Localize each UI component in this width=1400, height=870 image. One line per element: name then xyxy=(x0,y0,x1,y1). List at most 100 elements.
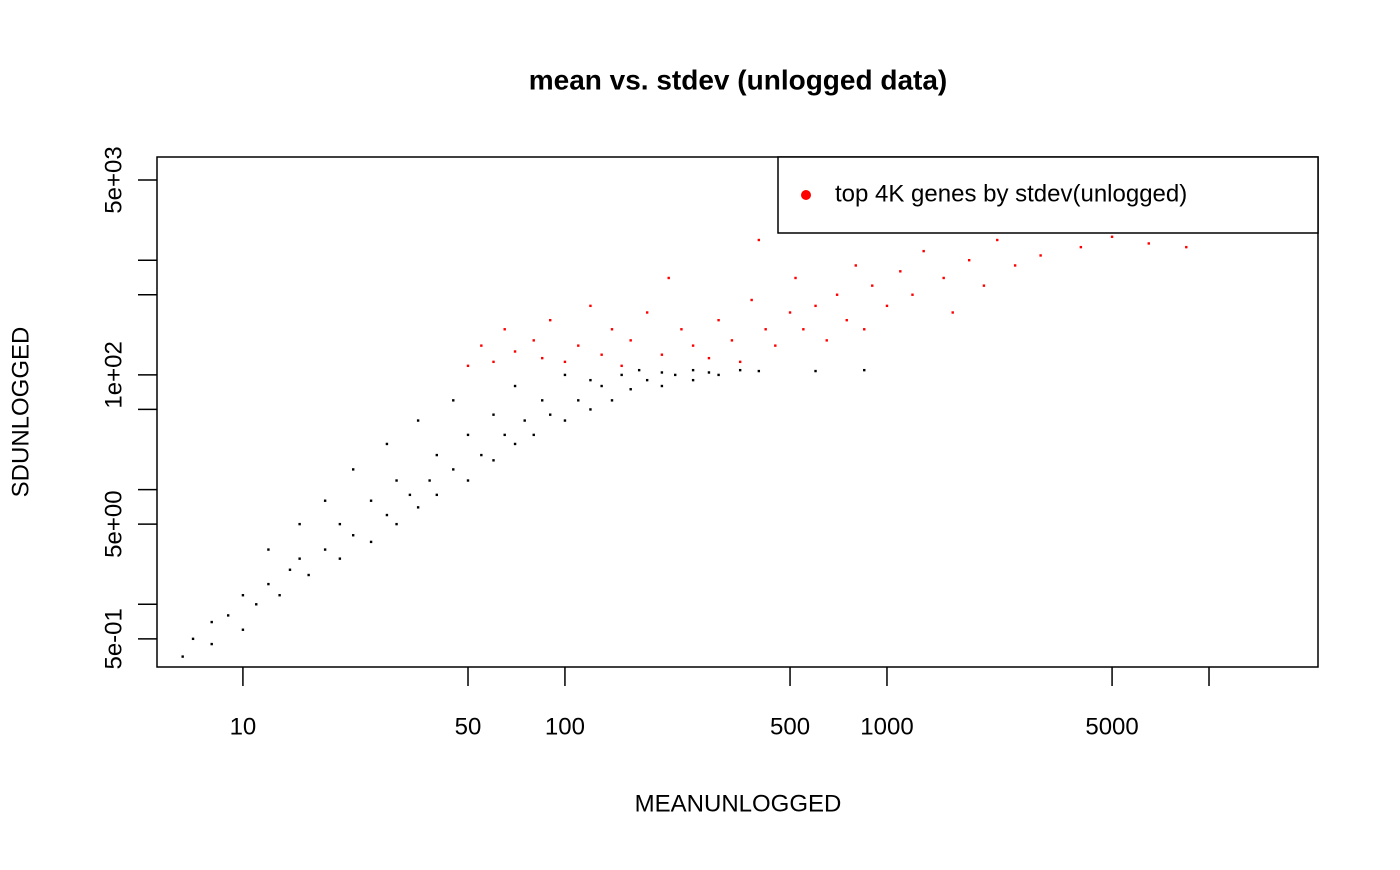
point xyxy=(600,353,603,356)
point xyxy=(351,534,355,537)
point xyxy=(738,368,742,372)
point xyxy=(267,548,270,551)
point xyxy=(385,442,389,446)
point xyxy=(503,433,506,437)
point xyxy=(589,304,592,308)
point xyxy=(814,304,817,308)
x-tick-label: 5000 xyxy=(1085,713,1138,740)
point xyxy=(288,568,292,571)
point xyxy=(674,373,677,377)
point xyxy=(717,373,720,377)
point xyxy=(854,264,857,267)
legend-marker xyxy=(801,190,811,200)
point xyxy=(210,642,213,646)
point xyxy=(408,493,412,497)
point xyxy=(600,384,603,388)
point xyxy=(764,328,767,331)
point xyxy=(794,276,797,280)
point xyxy=(307,573,310,577)
point xyxy=(802,328,805,331)
point xyxy=(480,344,483,347)
point xyxy=(563,419,567,422)
point xyxy=(951,311,954,314)
point xyxy=(911,293,914,296)
point xyxy=(814,369,817,373)
point xyxy=(885,304,889,308)
point xyxy=(637,368,641,372)
point xyxy=(480,453,483,457)
y-tick-label: 5e-01 xyxy=(100,608,127,669)
point xyxy=(691,344,695,347)
point xyxy=(532,339,535,342)
point xyxy=(323,499,327,502)
point xyxy=(298,522,301,526)
point xyxy=(241,594,245,597)
point xyxy=(452,399,455,402)
point xyxy=(942,276,945,280)
point xyxy=(660,384,664,388)
point xyxy=(369,540,373,544)
point xyxy=(707,371,711,374)
point xyxy=(717,318,720,322)
point xyxy=(492,360,495,364)
point xyxy=(996,238,999,242)
point xyxy=(416,419,420,422)
point xyxy=(492,413,495,416)
point xyxy=(466,479,470,482)
point xyxy=(523,419,526,422)
point xyxy=(541,399,544,402)
point xyxy=(982,284,986,287)
point xyxy=(774,344,777,347)
point xyxy=(863,328,866,331)
point xyxy=(466,364,470,368)
x-tick-label: 50 xyxy=(455,713,482,740)
point xyxy=(863,368,866,372)
point xyxy=(660,353,664,356)
point xyxy=(210,620,213,624)
point xyxy=(267,582,270,586)
point xyxy=(1147,242,1150,245)
point xyxy=(563,360,567,364)
y-tick-label: 5e+00 xyxy=(100,490,127,557)
point xyxy=(513,350,517,353)
point xyxy=(680,328,683,331)
point xyxy=(435,453,438,457)
point xyxy=(435,493,438,497)
point xyxy=(691,378,695,382)
point xyxy=(757,238,761,242)
point xyxy=(1013,264,1017,267)
x-tick-label: 1000 xyxy=(860,713,913,740)
x-tick-label: 500 xyxy=(770,713,810,740)
point xyxy=(738,360,742,364)
x-axis-label: MEANUNLOGGED xyxy=(635,790,842,817)
point xyxy=(660,371,664,374)
point xyxy=(845,318,848,322)
point xyxy=(922,249,925,253)
point xyxy=(395,479,398,482)
x-tick-label: 100 xyxy=(545,713,585,740)
point xyxy=(452,468,455,471)
point xyxy=(532,433,535,437)
point xyxy=(503,328,506,331)
point xyxy=(610,399,614,402)
legend-box xyxy=(777,156,1319,234)
point xyxy=(513,442,517,446)
point xyxy=(577,399,580,402)
point xyxy=(750,298,753,302)
point xyxy=(620,364,623,368)
point xyxy=(835,293,839,296)
point xyxy=(549,318,552,322)
point xyxy=(788,311,792,314)
y-axis-label: SDUNLOGGED xyxy=(7,327,34,498)
point xyxy=(589,408,592,411)
point xyxy=(416,506,420,509)
point xyxy=(338,557,342,560)
point xyxy=(629,388,632,391)
point xyxy=(191,637,195,641)
point xyxy=(1079,245,1083,249)
plot-frame xyxy=(156,156,1319,668)
point xyxy=(1110,235,1114,238)
point xyxy=(620,373,623,377)
